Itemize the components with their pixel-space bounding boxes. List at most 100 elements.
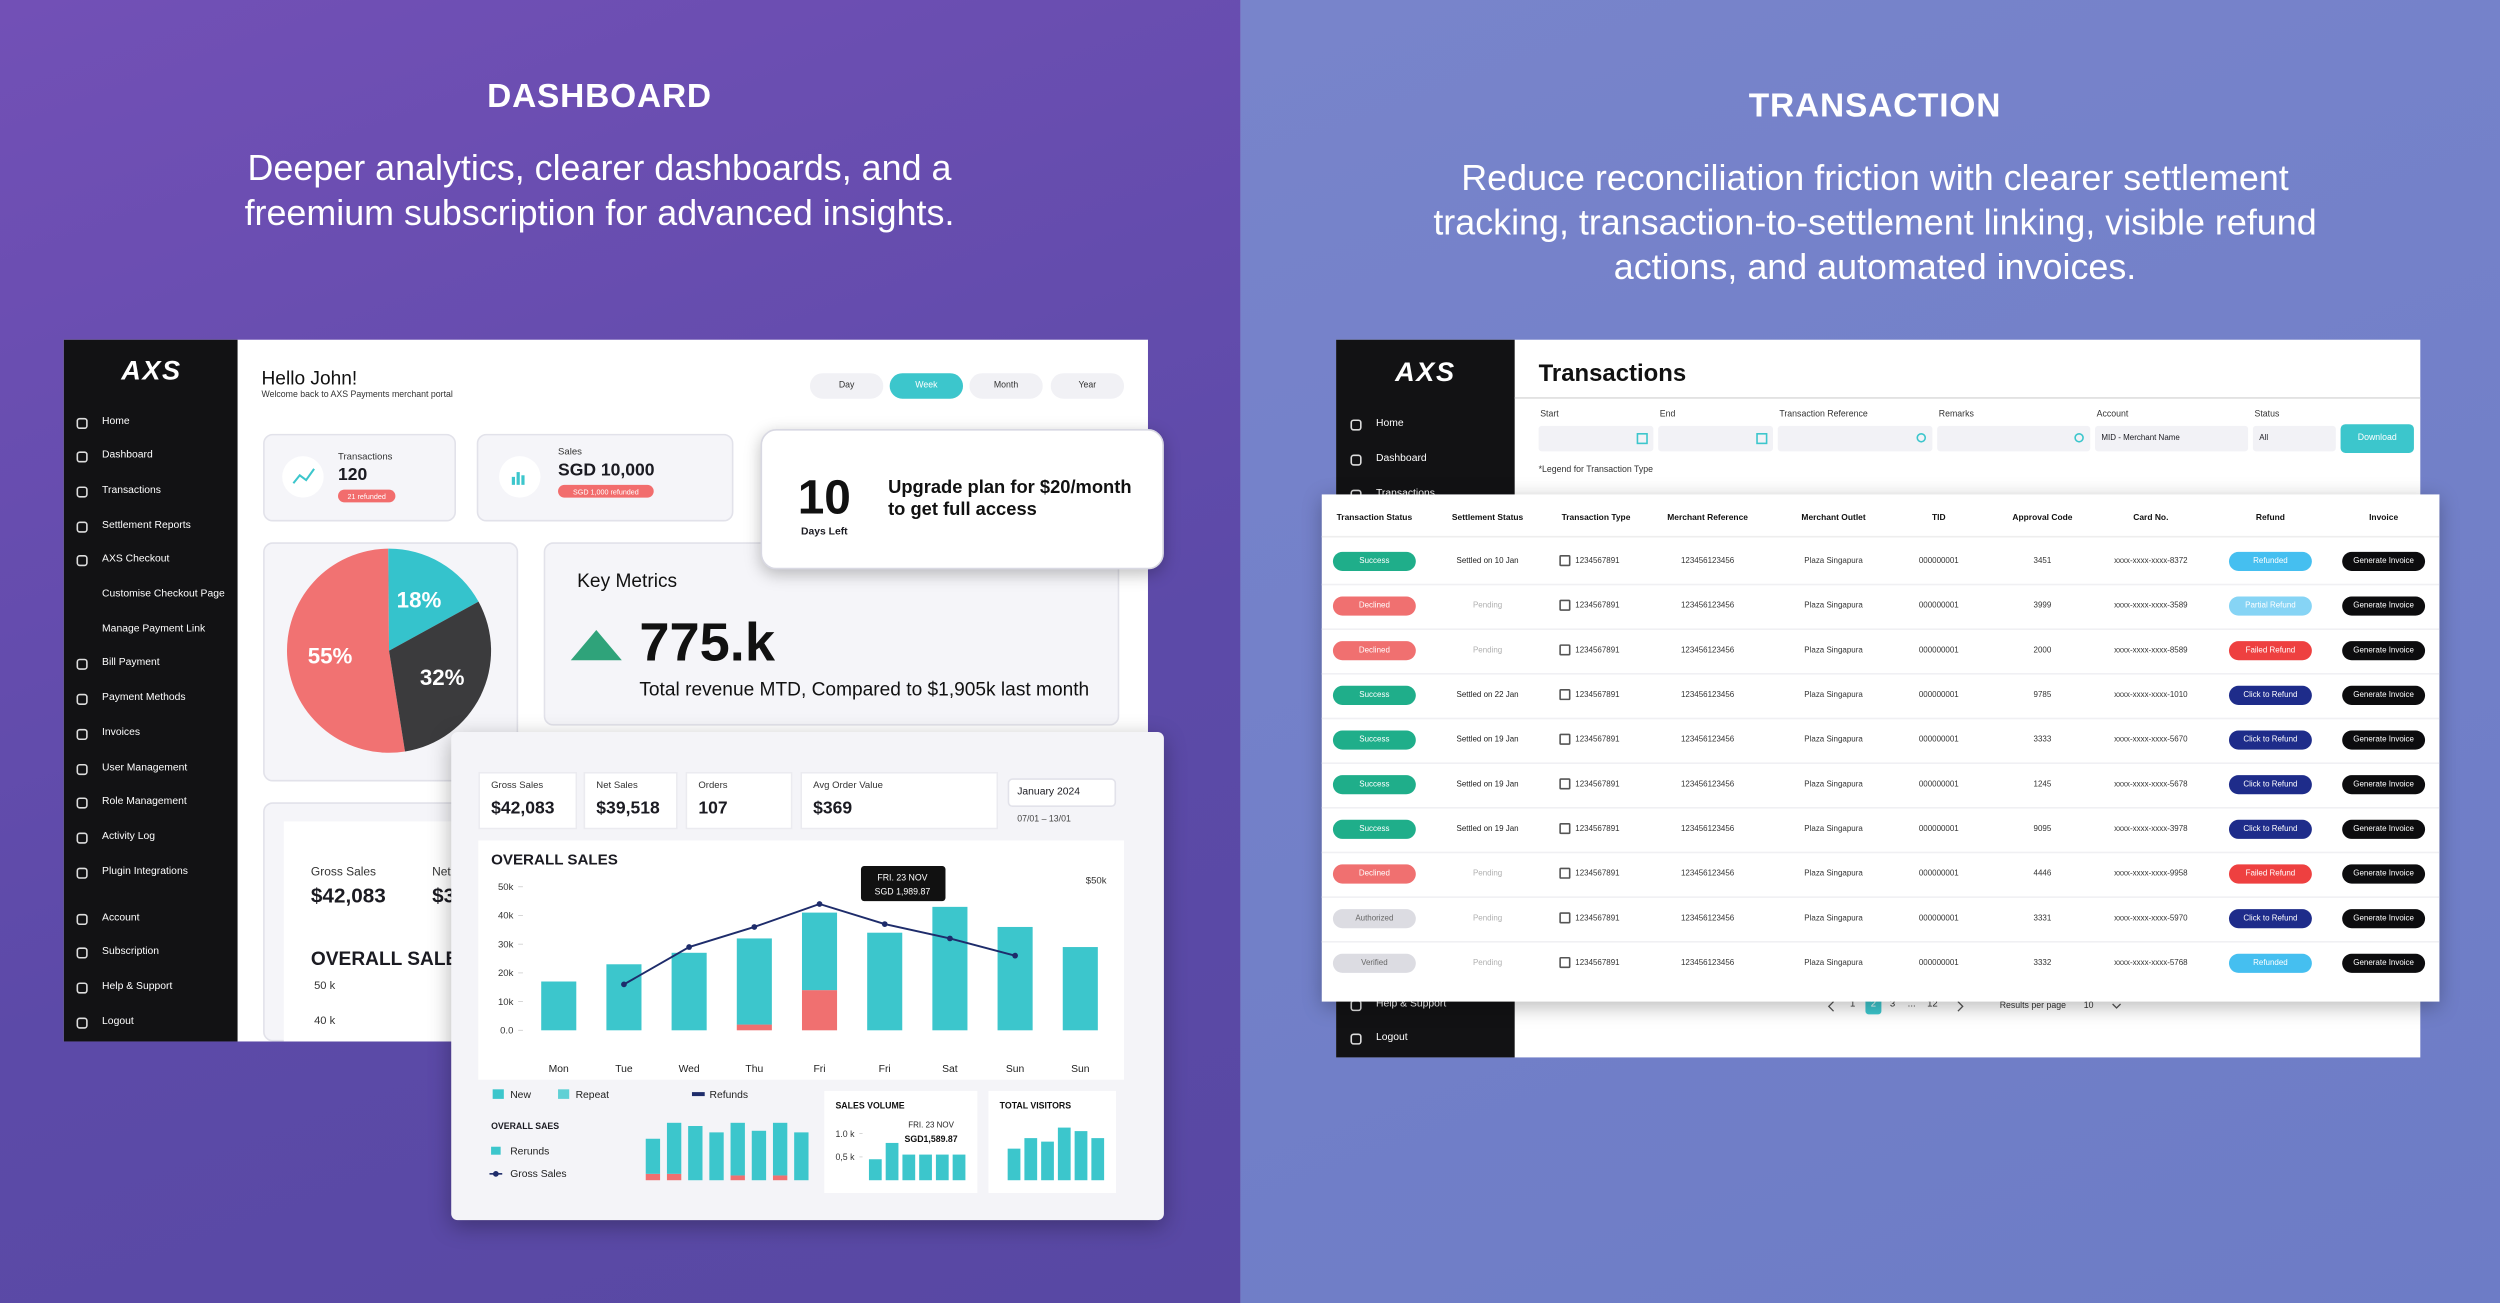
tab: Week bbox=[889, 373, 964, 399]
card-label: Transactions bbox=[338, 453, 393, 464]
chevron-icon bbox=[2112, 1003, 2122, 1009]
y-tick-label: 0.0 bbox=[500, 1025, 513, 1036]
cell: xxxx-xxxx-xxxx-8372 bbox=[2114, 556, 2188, 567]
menu-icon bbox=[1350, 1032, 1362, 1044]
cell: 000000001 bbox=[1918, 645, 1959, 656]
column-header: Transaction Type bbox=[1561, 513, 1631, 523]
status-pill: Success bbox=[1332, 775, 1416, 795]
menu-icon bbox=[1350, 453, 1362, 465]
chart-title: OVERALL SALES bbox=[310, 947, 472, 970]
mini-bar bbox=[688, 1125, 703, 1181]
mini-bar-refund bbox=[772, 1175, 788, 1181]
transaction-type: 1234567891 bbox=[1575, 690, 1620, 701]
invoice-button: Generate Invoice bbox=[2342, 596, 2426, 616]
mini-bar bbox=[730, 1122, 745, 1176]
upgrade-text: Upgrade plan for $20/month to get full a… bbox=[888, 478, 1132, 520]
y-tick-label: 30k bbox=[498, 939, 514, 950]
column-header: Merchant Reference bbox=[1667, 513, 1748, 523]
cell: 4446 bbox=[2033, 869, 2052, 879]
menu-icon bbox=[76, 657, 88, 670]
type-icon bbox=[1559, 555, 1571, 567]
stat-value: $42,083 bbox=[310, 883, 386, 908]
page-current bbox=[1865, 998, 1882, 1015]
line-point bbox=[1012, 952, 1018, 959]
bar bbox=[541, 981, 577, 1031]
menu-icon bbox=[76, 450, 88, 462]
stat-box bbox=[800, 771, 999, 830]
cell: Plaza Singapura bbox=[1804, 601, 1863, 611]
card bbox=[263, 433, 456, 522]
mini-bar bbox=[794, 1132, 809, 1181]
date-range: 07/01 – 13/01 bbox=[1017, 814, 1071, 825]
tab: Day bbox=[809, 373, 884, 399]
refund-button: Click to Refund bbox=[2228, 685, 2312, 705]
type-icon bbox=[1559, 733, 1571, 745]
refund-button: Failed Refund bbox=[2228, 864, 2312, 884]
calendar-icon bbox=[1756, 433, 1768, 445]
column-header: Merchant Outlet bbox=[1801, 513, 1866, 523]
filter-label: Start bbox=[1540, 409, 1559, 419]
invoice-button: Generate Invoice bbox=[2342, 864, 2426, 884]
tooltip-value: SGD1,589.87 bbox=[905, 1134, 958, 1144]
row-divider bbox=[1321, 762, 2440, 764]
settlement-status: Pending bbox=[1472, 958, 1503, 969]
upgrade-card bbox=[760, 429, 1164, 570]
legend-marker bbox=[558, 1089, 570, 1099]
page-number: 3 bbox=[1889, 1000, 1896, 1011]
type-icon bbox=[1559, 912, 1571, 924]
column-header: Invoice bbox=[2369, 513, 2399, 523]
cell: xxxx-xxxx-xxxx-3589 bbox=[2114, 601, 2188, 611]
menu-item: Subscription bbox=[102, 945, 160, 958]
cell: Plaza Singapura bbox=[1804, 690, 1863, 701]
cell: 3332 bbox=[2033, 958, 2052, 969]
stat-label: Net bbox=[432, 863, 451, 878]
menu-icon bbox=[76, 485, 88, 497]
card-icons bbox=[292, 468, 525, 485]
mini-bar-refund bbox=[730, 1175, 745, 1181]
cell: xxxx-xxxx-xxxx-5970 bbox=[2114, 913, 2188, 924]
section-subtitle: Reduce reconciliation friction with clea… bbox=[1433, 157, 2317, 288]
x-tick-label: Fri bbox=[813, 1064, 825, 1075]
bar bbox=[736, 1024, 772, 1031]
mini-bar bbox=[709, 1132, 724, 1181]
y-tick-label: 50 k bbox=[314, 980, 336, 992]
month-select bbox=[1007, 778, 1117, 808]
pie-label: 55% bbox=[308, 644, 353, 669]
mini-title: SALES VOLUME bbox=[835, 1100, 904, 1110]
mini-bar bbox=[645, 1138, 661, 1174]
cell: 123456123456 bbox=[1680, 869, 1735, 879]
menu-icon bbox=[76, 417, 88, 429]
mini-bar bbox=[1024, 1138, 1038, 1181]
menu-item: User Management bbox=[102, 762, 188, 774]
status-pill: Success bbox=[1332, 730, 1416, 750]
pie-label: 32% bbox=[420, 665, 465, 690]
line-point bbox=[816, 901, 823, 907]
menu-item: Logout bbox=[1375, 1032, 1408, 1044]
menu-icon bbox=[76, 520, 88, 532]
invoice-button: Generate Invoice bbox=[2342, 551, 2426, 571]
menu-icon bbox=[76, 796, 88, 808]
metrics-arrow bbox=[570, 629, 622, 661]
cell: 123456123456 bbox=[1680, 779, 1735, 790]
cell: 9095 bbox=[2033, 824, 2052, 835]
status-pill: Declined bbox=[1332, 864, 1416, 884]
menu-icon bbox=[76, 913, 88, 925]
mini-bar bbox=[666, 1122, 682, 1174]
row-divider bbox=[1321, 628, 2440, 630]
card-note: 21 refunded bbox=[338, 489, 396, 503]
status-pill: Authorized bbox=[1332, 909, 1416, 929]
cell: Plaza Singapura bbox=[1804, 645, 1863, 656]
cell: 123456123456 bbox=[1680, 690, 1735, 701]
menu-item: Help & Support bbox=[1375, 998, 1447, 1010]
card-label: Sales bbox=[558, 448, 582, 459]
cell: 000000001 bbox=[1918, 601, 1959, 611]
sales-icon bbox=[511, 476, 515, 485]
transaction-type: 1234567891 bbox=[1575, 601, 1620, 611]
legend-marker bbox=[492, 1170, 499, 1177]
y-tick-label: 20k bbox=[498, 968, 514, 979]
transaction-type: 1234567891 bbox=[1575, 556, 1620, 567]
cell: xxxx-xxxx-xxxx-1010 bbox=[2114, 690, 2188, 701]
cell: Plaza Singapura bbox=[1804, 779, 1863, 790]
invoice-button: Generate Invoice bbox=[2342, 730, 2426, 750]
legend-marker bbox=[491, 1146, 501, 1155]
